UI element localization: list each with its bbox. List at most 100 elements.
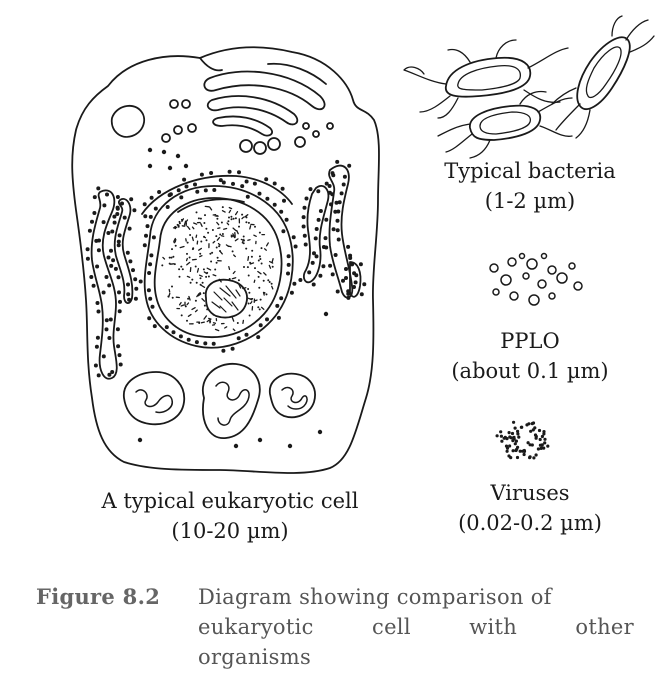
chromatin-speck	[250, 255, 253, 258]
ribosome-dot	[286, 254, 291, 259]
ribosome-dot	[334, 200, 339, 205]
ribosome-dot	[118, 299, 122, 304]
chromatin-speck	[223, 227, 228, 230]
ribosome-dot	[346, 244, 351, 249]
chromatin-speck	[269, 260, 274, 264]
ribosome-dot	[112, 214, 117, 219]
ribosome-dot	[347, 163, 352, 168]
cell-membrane	[71, 46, 380, 474]
ribosome-dot	[279, 296, 284, 301]
chromatin-speck	[247, 274, 250, 277]
chromatin-speck	[187, 313, 192, 317]
chromatin-speck	[271, 258, 274, 263]
ribosome-dot	[94, 238, 99, 243]
virus-particle	[508, 444, 512, 448]
virus-particle	[508, 435, 512, 439]
figure-number: Figure 8.2	[36, 584, 161, 609]
ribosome-dot	[218, 178, 223, 183]
ribosome-dot	[151, 235, 156, 240]
chromatin-speck	[258, 286, 261, 289]
caption-word: cell	[372, 615, 411, 639]
chromatin-speck	[259, 298, 262, 301]
ribosome-dot	[117, 290, 121, 295]
chromatin-speck	[198, 274, 203, 277]
chromatin-speck	[202, 268, 205, 271]
chromatin-speck	[241, 213, 244, 216]
chromatin-speck	[193, 222, 198, 225]
virus-particle	[514, 439, 519, 443]
caption-word: other	[575, 615, 634, 639]
ribosome-dot	[183, 163, 189, 169]
chromatin-speck	[194, 265, 197, 268]
chromatin-speck	[247, 255, 250, 261]
chromatin-speck	[198, 322, 201, 324]
chromatin-speck	[178, 301, 182, 306]
ribosome-dot	[134, 286, 139, 291]
nucleolus-texture	[211, 285, 241, 313]
chromatin-speck	[236, 322, 239, 324]
ribosome-dot	[149, 195, 154, 200]
chromatin-speck	[185, 257, 188, 262]
chromatin-speck	[171, 285, 173, 288]
chromatin-speck	[221, 210, 226, 213]
pplo-size: (about 0.1 µm)	[451, 359, 609, 383]
ribosome-dot	[147, 147, 153, 153]
chromatin-speck	[168, 288, 171, 293]
chromatin-speck	[195, 281, 198, 284]
chromatin-speck	[194, 309, 198, 313]
chromatin-speck	[218, 245, 221, 248]
ribosome-dot	[117, 233, 122, 238]
ribosome-dot	[96, 248, 101, 253]
virus-particle	[513, 442, 517, 446]
chromatin-speck	[161, 264, 164, 267]
ribosome-dot	[328, 263, 333, 268]
ribosome-dot	[113, 266, 118, 271]
virus-size: (0.02-0.2 µm)	[458, 511, 602, 535]
chromatin-speck	[173, 237, 176, 243]
ribosome-dot	[94, 344, 99, 349]
chromatin-speck	[220, 235, 225, 237]
virus-particles	[495, 420, 550, 460]
ribosome-dot	[199, 172, 204, 177]
chromatin-speck	[242, 287, 247, 290]
virus-particle	[546, 444, 550, 448]
golgi-apparatus	[203, 62, 327, 137]
chromatin-speck	[214, 268, 217, 271]
virus-particle	[534, 434, 538, 439]
chromatin-speck	[241, 216, 245, 220]
ribosome-dot	[230, 346, 235, 351]
ribosome-dot	[265, 317, 269, 322]
chromatin-speck	[219, 250, 223, 255]
ribosome-dot	[256, 335, 261, 340]
ribosome-dot	[104, 327, 109, 332]
caption-word: eukaryotic	[198, 615, 314, 639]
chromatin-speck	[210, 260, 213, 263]
chromatin-speck	[246, 266, 249, 269]
ribosome-dot	[212, 188, 217, 192]
chromatin-speck	[230, 215, 233, 218]
ribosome-dot	[336, 209, 341, 214]
cell-name: A typical eukaryotic cell	[101, 489, 359, 513]
chromatin-speck	[228, 209, 232, 214]
virus-particle	[519, 425, 524, 429]
ribosome-dot	[344, 267, 348, 271]
chromatin-speck	[215, 261, 218, 264]
ribosome-dot	[142, 202, 147, 207]
virus-particle	[516, 432, 520, 436]
ribosome-dot	[292, 281, 297, 286]
virus-particle	[507, 454, 511, 458]
virus-particle	[525, 423, 529, 427]
chromatin-speck	[186, 319, 188, 322]
ribosome-dot	[321, 264, 326, 269]
virus-label: Viruses (0.02-0.2 µm)	[410, 478, 650, 538]
ribosome-dot	[354, 273, 359, 278]
virus-particle	[532, 456, 536, 460]
chromatin-speck	[260, 306, 265, 310]
ribosome-dot	[272, 202, 277, 207]
chromatin-speck	[200, 222, 203, 227]
vesicles	[161, 99, 334, 155]
chromatin-speck	[249, 262, 255, 265]
rough-er-left	[90, 189, 118, 380]
chromatin-speck	[207, 231, 210, 234]
